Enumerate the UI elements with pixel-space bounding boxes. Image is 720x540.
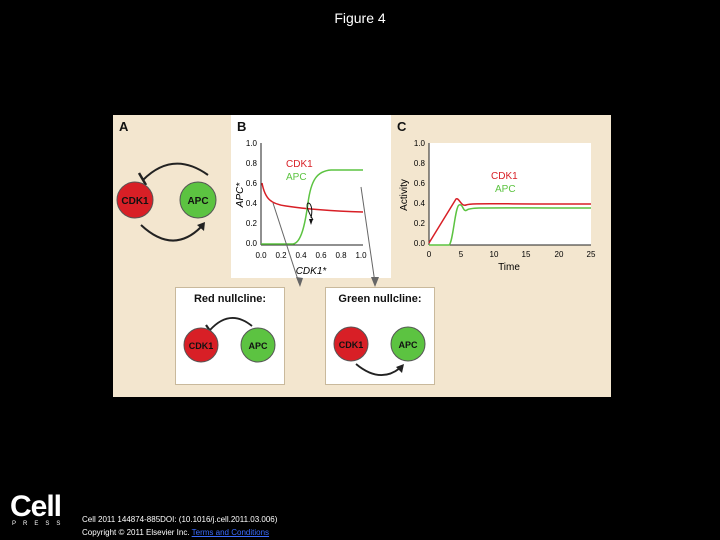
- copyright-line: Copyright © 2011 Elsevier Inc. Terms and…: [82, 528, 269, 537]
- apc-activity-curve: [429, 204, 592, 246]
- panel-c-xlabel: Time: [498, 262, 520, 273]
- apc-node-label: APC: [187, 196, 208, 207]
- panel-c-xtick: 0: [427, 250, 432, 259]
- cell-press-logo: Cell: [10, 490, 62, 523]
- panel-c-xtick: 5: [459, 250, 464, 259]
- green-box-cdk1-label: CDK1: [339, 340, 364, 350]
- panel-b-label: B: [237, 119, 247, 134]
- red-box-apc-label: APC: [248, 341, 268, 351]
- green-connector-arrowhead: [371, 277, 379, 287]
- panel-c-legend-cdk1: CDK1: [491, 171, 518, 182]
- panel-b-xticks: 0.0 0.2 0.4 0.6 0.8 1.0: [255, 251, 367, 260]
- press-wordmark: PRESS: [12, 521, 68, 527]
- panel-b-xtick: 0.2: [275, 251, 287, 260]
- green-nullcline-diagram: CDK1 APC: [333, 326, 426, 376]
- red-box-cdk1-label: CDK1: [189, 341, 214, 351]
- red-inhibition-arc: [209, 317, 253, 331]
- panel-b: B 1.0 0.8 0.6 0.4 0.2 0.0 0.0 0.2 0.4 0.…: [231, 115, 391, 278]
- green-activation-arc: [355, 363, 401, 376]
- panel-c-timecourse: 1.0 0.8 0.6 0.4 0.2 0.0 0 5 10 15 20 25 …: [399, 139, 596, 273]
- cdk1-node-label: CDK1: [121, 196, 149, 207]
- red-nullcline-title: Red nullcline:: [193, 293, 267, 305]
- panel-b-xtick: 0.4: [295, 251, 307, 260]
- panel-b-ytick: 0.2: [246, 219, 258, 228]
- red-nullcline-diagram: CDK1 APC: [183, 317, 276, 363]
- green-box-cdk1-node: [333, 326, 369, 362]
- citation-text: Cell 2011 144874-885DOI: (10.1016/j.cell…: [82, 515, 278, 524]
- green-nullcline-box: Green nullcline: CDK1 APC: [325, 287, 435, 385]
- red-nullcline-curve: [261, 182, 364, 213]
- panel-c-xtick: 15: [522, 250, 531, 259]
- panel-c-ytick: 0.4: [414, 199, 426, 208]
- panel-c-label: C: [397, 119, 407, 134]
- red-connector-arrowhead: [296, 277, 303, 287]
- panel-a: A CDK1 APC: [113, 115, 231, 278]
- panel-c-ytick: 1.0: [414, 139, 426, 148]
- inhibition-bar: [137, 172, 148, 186]
- slide-title: Figure 4: [334, 10, 386, 26]
- panel-b-legend-cdk1: CDK1: [286, 159, 313, 170]
- panel-c-xtick: 20: [555, 250, 564, 259]
- panel-b-phase-plane: 1.0 0.8 0.6 0.4 0.2 0.0 0.0 0.2 0.4 0.6 …: [235, 139, 367, 277]
- trajectory-arrowhead: [309, 219, 313, 225]
- panel-a-label: A: [119, 119, 129, 134]
- terms-link[interactable]: Terms and Conditions: [191, 528, 270, 537]
- panel-b-xtick: 1.0: [355, 251, 367, 260]
- panel-c-ytick: 0.0: [414, 239, 426, 248]
- panel-b-ylabel: APC*: [235, 182, 246, 209]
- panel-b-xtick: 0.8: [335, 251, 347, 260]
- panel-b-ytick: 0.8: [246, 159, 258, 168]
- panel-c-ytick: 0.6: [414, 179, 426, 188]
- green-nullcline-title: Green nullcline:: [338, 293, 422, 305]
- green-box-apc-node: [390, 326, 426, 362]
- panel-b-legend-apc: APC: [286, 172, 307, 183]
- copyright-text: Copyright © 2011 Elsevier Inc.: [82, 528, 190, 537]
- activation-arc-bottom: [140, 224, 202, 242]
- panel-c-xticks: 0 5 10 15 20 25: [427, 250, 596, 259]
- panel-c-ylabel: Activity: [399, 179, 410, 211]
- panel-b-xtick: 0.6: [315, 251, 327, 260]
- apc-node: [179, 181, 217, 219]
- panel-c-yticks: 1.0 0.8 0.6 0.4 0.2 0.0: [414, 139, 426, 248]
- panel-b-ytick: 1.0: [246, 139, 258, 148]
- panel-c: C 1.0 0.8 0.6 0.4 0.2 0.0 0 5 10 15 20 2…: [391, 115, 611, 278]
- panel-b-xtick: 0.0: [255, 251, 267, 260]
- panel-b-ytick: 0.4: [246, 199, 258, 208]
- trajectory-curve: [306, 202, 314, 221]
- panel-c-xtick: 10: [490, 250, 499, 259]
- panel-b-yticks: 1.0 0.8 0.6 0.4 0.2 0.0: [246, 139, 258, 248]
- activation-arrowhead: [197, 222, 205, 231]
- panel-a-diagram: CDK1 APC: [116, 162, 217, 242]
- green-nullcline-curve: [261, 169, 363, 245]
- panel-c-ytick: 0.2: [414, 219, 426, 228]
- panel-c-legend-apc: APC: [495, 184, 516, 195]
- green-box-apc-label: APC: [398, 340, 418, 350]
- panel-b-ytick: 0.6: [246, 179, 258, 188]
- figure-4: A CDK1 APC B 1.0 0.8 0.6 0.4 0.2 0.0 0.0: [113, 115, 611, 397]
- panel-c-ytick: 0.8: [414, 159, 426, 168]
- panel-b-ytick: 0.0: [246, 239, 258, 248]
- red-box-apc-node: [240, 327, 276, 363]
- cdk1-activity-curve: [428, 198, 592, 244]
- green-activation-arrowhead: [396, 364, 404, 373]
- panel-b-xlabel: CDK1*: [296, 266, 328, 277]
- cdk1-node: [116, 181, 154, 219]
- inhibition-arc-top: [142, 162, 209, 181]
- red-box-cdk1-node: [183, 327, 219, 363]
- panel-c-plot-area: [429, 143, 591, 245]
- red-nullcline-box: Red nullcline: CDK1 APC: [175, 287, 285, 385]
- panel-c-xtick: 25: [587, 250, 596, 259]
